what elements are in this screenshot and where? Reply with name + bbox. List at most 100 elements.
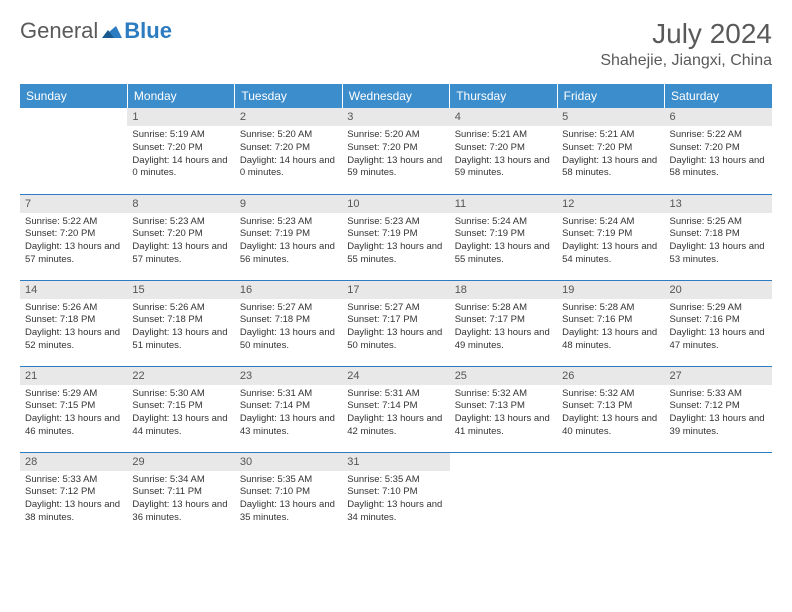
day-content: Sunrise: 5:19 AMSunset: 7:20 PMDaylight:… xyxy=(127,126,234,183)
title-block: July 2024 Shahejie, Jiangxi, China xyxy=(600,18,772,70)
calendar-head: SundayMondayTuesdayWednesdayThursdayFrid… xyxy=(20,84,772,108)
day-content: Sunrise: 5:20 AMSunset: 7:20 PMDaylight:… xyxy=(342,126,449,183)
day-number: 13 xyxy=(665,195,772,213)
day-content: Sunrise: 5:32 AMSunset: 7:13 PMDaylight:… xyxy=(557,385,664,442)
calendar-cell: 21Sunrise: 5:29 AMSunset: 7:15 PMDayligh… xyxy=(20,366,127,452)
day-content: Sunrise: 5:23 AMSunset: 7:20 PMDaylight:… xyxy=(127,213,234,270)
day-content: Sunrise: 5:21 AMSunset: 7:20 PMDaylight:… xyxy=(557,126,664,183)
day-header: Wednesday xyxy=(342,84,449,108)
day-number: 27 xyxy=(665,367,772,385)
logo-icon xyxy=(102,18,122,44)
day-content: Sunrise: 5:33 AMSunset: 7:12 PMDaylight:… xyxy=(665,385,772,442)
day-number: 1 xyxy=(127,108,234,126)
day-number: 14 xyxy=(20,281,127,299)
day-header: Sunday xyxy=(20,84,127,108)
calendar-cell: 29Sunrise: 5:34 AMSunset: 7:11 PMDayligh… xyxy=(127,452,234,538)
day-header: Friday xyxy=(557,84,664,108)
day-number: 28 xyxy=(20,453,127,471)
day-content: Sunrise: 5:31 AMSunset: 7:14 PMDaylight:… xyxy=(235,385,342,442)
day-number: 31 xyxy=(342,453,449,471)
day-number: 22 xyxy=(127,367,234,385)
calendar-cell: 13Sunrise: 5:25 AMSunset: 7:18 PMDayligh… xyxy=(665,194,772,280)
day-number: 16 xyxy=(235,281,342,299)
calendar-cell: 6Sunrise: 5:22 AMSunset: 7:20 PMDaylight… xyxy=(665,108,772,194)
day-content: Sunrise: 5:24 AMSunset: 7:19 PMDaylight:… xyxy=(450,213,557,270)
calendar-cell: 10Sunrise: 5:23 AMSunset: 7:19 PMDayligh… xyxy=(342,194,449,280)
calendar-cell: 12Sunrise: 5:24 AMSunset: 7:19 PMDayligh… xyxy=(557,194,664,280)
day-number: 5 xyxy=(557,108,664,126)
day-content: Sunrise: 5:30 AMSunset: 7:15 PMDaylight:… xyxy=(127,385,234,442)
day-number: 11 xyxy=(450,195,557,213)
calendar-cell: 5Sunrise: 5:21 AMSunset: 7:20 PMDaylight… xyxy=(557,108,664,194)
day-number: 21 xyxy=(20,367,127,385)
calendar-cell: 16Sunrise: 5:27 AMSunset: 7:18 PMDayligh… xyxy=(235,280,342,366)
day-number: 17 xyxy=(342,281,449,299)
calendar-week: 28Sunrise: 5:33 AMSunset: 7:12 PMDayligh… xyxy=(20,452,772,538)
day-number: 29 xyxy=(127,453,234,471)
day-content: Sunrise: 5:28 AMSunset: 7:17 PMDaylight:… xyxy=(450,299,557,356)
calendar-cell: 22Sunrise: 5:30 AMSunset: 7:15 PMDayligh… xyxy=(127,366,234,452)
day-header: Thursday xyxy=(450,84,557,108)
calendar-cell: 25Sunrise: 5:32 AMSunset: 7:13 PMDayligh… xyxy=(450,366,557,452)
header: General Blue July 2024 Shahejie, Jiangxi… xyxy=(20,18,772,70)
calendar-cell: 23Sunrise: 5:31 AMSunset: 7:14 PMDayligh… xyxy=(235,366,342,452)
day-content: Sunrise: 5:35 AMSunset: 7:10 PMDaylight:… xyxy=(235,471,342,528)
logo: General Blue xyxy=(20,18,172,44)
day-number: 2 xyxy=(235,108,342,126)
day-number: 26 xyxy=(557,367,664,385)
calendar-cell: 15Sunrise: 5:26 AMSunset: 7:18 PMDayligh… xyxy=(127,280,234,366)
calendar-cell: .. xyxy=(450,452,557,538)
day-number: 3 xyxy=(342,108,449,126)
day-number: 23 xyxy=(235,367,342,385)
calendar-cell: .. xyxy=(20,108,127,194)
day-content: Sunrise: 5:21 AMSunset: 7:20 PMDaylight:… xyxy=(450,126,557,183)
day-number: 18 xyxy=(450,281,557,299)
calendar-cell: 17Sunrise: 5:27 AMSunset: 7:17 PMDayligh… xyxy=(342,280,449,366)
day-number: 19 xyxy=(557,281,664,299)
day-content: Sunrise: 5:23 AMSunset: 7:19 PMDaylight:… xyxy=(235,213,342,270)
day-number: 8 xyxy=(127,195,234,213)
day-number: 7 xyxy=(20,195,127,213)
day-header: Saturday xyxy=(665,84,772,108)
day-header: Monday xyxy=(127,84,234,108)
day-content: Sunrise: 5:24 AMSunset: 7:19 PMDaylight:… xyxy=(557,213,664,270)
day-content: Sunrise: 5:31 AMSunset: 7:14 PMDaylight:… xyxy=(342,385,449,442)
calendar-week: 7Sunrise: 5:22 AMSunset: 7:20 PMDaylight… xyxy=(20,194,772,280)
calendar-cell: 28Sunrise: 5:33 AMSunset: 7:12 PMDayligh… xyxy=(20,452,127,538)
calendar-week: ..1Sunrise: 5:19 AMSunset: 7:20 PMDaylig… xyxy=(20,108,772,194)
day-number: 12 xyxy=(557,195,664,213)
day-content: Sunrise: 5:35 AMSunset: 7:10 PMDaylight:… xyxy=(342,471,449,528)
calendar-week: 14Sunrise: 5:26 AMSunset: 7:18 PMDayligh… xyxy=(20,280,772,366)
calendar-cell: 7Sunrise: 5:22 AMSunset: 7:20 PMDaylight… xyxy=(20,194,127,280)
day-content: Sunrise: 5:28 AMSunset: 7:16 PMDaylight:… xyxy=(557,299,664,356)
calendar-cell: 18Sunrise: 5:28 AMSunset: 7:17 PMDayligh… xyxy=(450,280,557,366)
day-content: Sunrise: 5:34 AMSunset: 7:11 PMDaylight:… xyxy=(127,471,234,528)
day-content: Sunrise: 5:26 AMSunset: 7:18 PMDaylight:… xyxy=(127,299,234,356)
day-content: Sunrise: 5:27 AMSunset: 7:18 PMDaylight:… xyxy=(235,299,342,356)
day-content: Sunrise: 5:25 AMSunset: 7:18 PMDaylight:… xyxy=(665,213,772,270)
day-content: Sunrise: 5:23 AMSunset: 7:19 PMDaylight:… xyxy=(342,213,449,270)
day-content: Sunrise: 5:33 AMSunset: 7:12 PMDaylight:… xyxy=(20,471,127,528)
calendar-cell: 20Sunrise: 5:29 AMSunset: 7:16 PMDayligh… xyxy=(665,280,772,366)
day-content: Sunrise: 5:22 AMSunset: 7:20 PMDaylight:… xyxy=(20,213,127,270)
logo-text-general: General xyxy=(20,18,98,44)
day-content: Sunrise: 5:22 AMSunset: 7:20 PMDaylight:… xyxy=(665,126,772,183)
day-number: 4 xyxy=(450,108,557,126)
month-title: July 2024 xyxy=(600,18,772,50)
calendar-cell: 2Sunrise: 5:20 AMSunset: 7:20 PMDaylight… xyxy=(235,108,342,194)
calendar-cell: 27Sunrise: 5:33 AMSunset: 7:12 PMDayligh… xyxy=(665,366,772,452)
day-content: Sunrise: 5:20 AMSunset: 7:20 PMDaylight:… xyxy=(235,126,342,183)
day-number: 30 xyxy=(235,453,342,471)
calendar-cell: 3Sunrise: 5:20 AMSunset: 7:20 PMDaylight… xyxy=(342,108,449,194)
day-number: 15 xyxy=(127,281,234,299)
day-number: 10 xyxy=(342,195,449,213)
calendar-cell: .. xyxy=(557,452,664,538)
day-number: 20 xyxy=(665,281,772,299)
day-content: Sunrise: 5:27 AMSunset: 7:17 PMDaylight:… xyxy=(342,299,449,356)
calendar-cell: 4Sunrise: 5:21 AMSunset: 7:20 PMDaylight… xyxy=(450,108,557,194)
calendar-cell: 9Sunrise: 5:23 AMSunset: 7:19 PMDaylight… xyxy=(235,194,342,280)
day-number: 6 xyxy=(665,108,772,126)
calendar-cell: 14Sunrise: 5:26 AMSunset: 7:18 PMDayligh… xyxy=(20,280,127,366)
calendar-cell: 8Sunrise: 5:23 AMSunset: 7:20 PMDaylight… xyxy=(127,194,234,280)
day-header: Tuesday xyxy=(235,84,342,108)
